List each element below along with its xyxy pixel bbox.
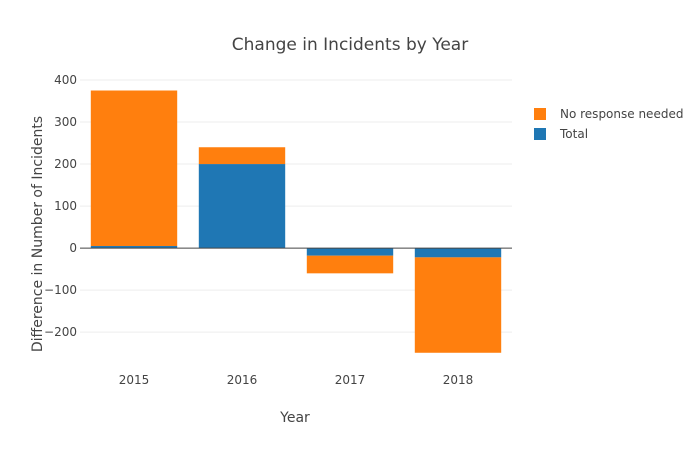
bar-no-response-needed-2017 (306, 255, 394, 274)
x-axis-ticks: 2015 2016 2017 2018 (119, 373, 474, 387)
chart-title: Change in Incidents by Year (232, 35, 468, 55)
x-tick-label: 2018 (443, 373, 474, 387)
y-tick-label: 300 (54, 115, 77, 129)
y-tick-label: 100 (54, 199, 77, 213)
bar-no-response-needed-2015 (90, 90, 178, 247)
bar-no-response-needed-2016 (198, 147, 286, 165)
y-tick-label: −200 (44, 325, 77, 339)
bar-total-2017 (306, 248, 394, 256)
legend-label: No response needed (560, 107, 683, 121)
bar-total-2015 (90, 246, 178, 249)
bar-no-response-needed-2018 (414, 257, 502, 353)
legend-swatch (534, 108, 546, 120)
x-tick-label: 2015 (119, 373, 150, 387)
bars (90, 90, 502, 353)
y-tick-label: 200 (54, 157, 77, 171)
y-tick-label: 400 (54, 73, 77, 87)
x-axis-title: Year (279, 410, 310, 426)
x-tick-label: 2016 (227, 373, 258, 387)
y-tick-label: −100 (44, 283, 77, 297)
legend-swatch (534, 128, 546, 140)
y-tick-label: 0 (69, 241, 77, 255)
y-axis-title: Difference in Number of Incidents (30, 116, 46, 352)
x-tick-label: 2017 (335, 373, 366, 387)
legend-label: Total (559, 127, 588, 141)
bar-total-2018 (414, 248, 502, 258)
y-axis-ticks: −200 −100 0 100 200 300 400 (44, 73, 77, 339)
legend: No response needed Total (534, 107, 683, 141)
bar-total-2016 (198, 164, 286, 249)
